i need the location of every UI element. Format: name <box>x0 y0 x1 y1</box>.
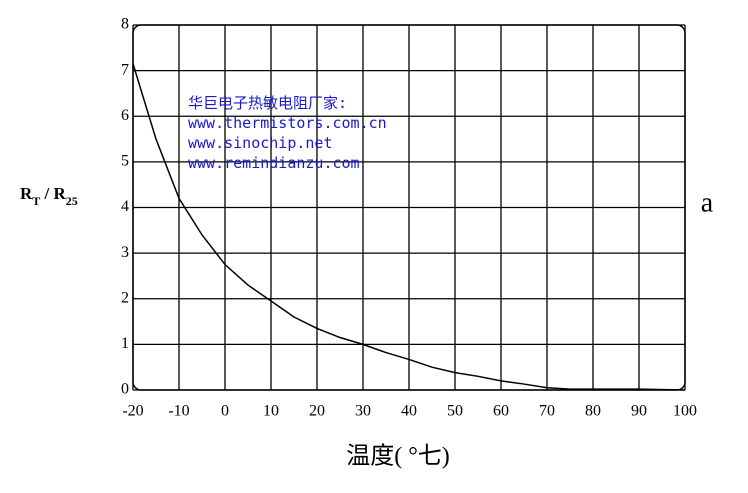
x-axis-label: 温度( °七) <box>346 443 450 470</box>
y-tick-label: 0 <box>121 381 129 398</box>
y-tick-label: 4 <box>121 198 129 215</box>
x-tick-label: 30 <box>355 403 371 420</box>
side-label: a <box>701 187 714 218</box>
x-tick-label: 20 <box>309 403 325 420</box>
y-tick-label: 7 <box>121 61 129 78</box>
y-tick-label: 3 <box>121 244 129 261</box>
x-tick-label: 40 <box>401 403 417 420</box>
x-tick-label: 10 <box>263 403 279 420</box>
label-part: R <box>20 184 33 203</box>
annotation: www.sinochip.net <box>188 134 333 152</box>
annotation: www.remindianzu.com <box>188 154 360 172</box>
y-tick-label: 5 <box>121 153 129 170</box>
line-series <box>132 63 686 391</box>
x-tick-label: 60 <box>493 403 509 420</box>
annotation: www.thermistors.com.cn <box>188 114 387 132</box>
y-axis-label: RT / R25 <box>20 184 78 208</box>
subscript: T <box>32 194 40 208</box>
label-part: / R <box>40 184 66 203</box>
y-tick-label: 8 <box>121 16 129 33</box>
x-tick-label: -20 <box>122 403 143 420</box>
subscript: 25 <box>66 194 78 208</box>
y-tick-label: 6 <box>121 107 129 124</box>
x-tick-label: 50 <box>447 403 463 420</box>
x-tick-label: 100 <box>673 403 697 420</box>
x-tick-label: 0 <box>221 403 229 420</box>
x-tick-label: 90 <box>631 403 647 420</box>
x-tick-label: 80 <box>585 403 601 420</box>
y-tick-label: 2 <box>121 289 129 306</box>
y-tick-label: 1 <box>121 335 129 352</box>
annotation: 华巨电子热敏电阻厂家: <box>188 94 347 112</box>
x-tick-label: -10 <box>168 403 189 420</box>
x-tick-label: 70 <box>539 403 555 420</box>
